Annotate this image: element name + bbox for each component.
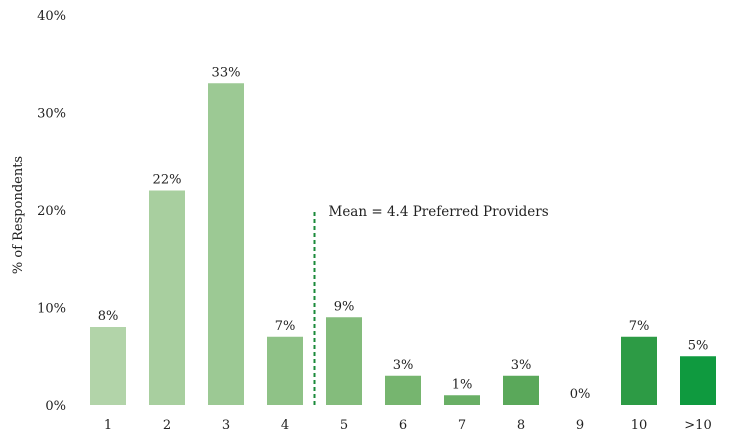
- mean-label: Mean = 4.4 Preferred Providers: [329, 204, 549, 220]
- bar: [326, 317, 362, 405]
- x-tick-label: 3: [222, 418, 230, 433]
- bar-data-label: 7%: [275, 319, 296, 334]
- bar: [621, 336, 657, 405]
- bar-data-label: 33%: [212, 65, 241, 80]
- bar-data-label: 0%: [570, 387, 591, 402]
- mean-annotation: Mean = 4.4 Preferred Providers: [313, 204, 549, 405]
- bar: [208, 83, 244, 405]
- x-tick-label: 9: [576, 418, 584, 433]
- y-axis: 0% 10% 20% 30% 40%: [37, 9, 66, 414]
- bar-data-label: 9%: [334, 299, 355, 314]
- y-tick-label: 10%: [37, 302, 66, 317]
- bar: [385, 375, 421, 405]
- bar: [149, 190, 185, 405]
- x-tick-label: >10: [684, 418, 711, 433]
- bar: [90, 327, 126, 405]
- bar: [680, 356, 716, 405]
- bar: [503, 375, 539, 405]
- bar-data-label: 22%: [153, 173, 182, 188]
- bar-data-label: 3%: [511, 358, 532, 373]
- x-tick-label: 6: [399, 418, 407, 433]
- y-tick-label: 20%: [37, 204, 66, 219]
- y-tick-label: 0%: [45, 399, 66, 414]
- y-axis-title: % of Respondents: [11, 156, 26, 274]
- x-tick-label: 10: [631, 418, 648, 433]
- x-axis: 1 2 3 4 5 6 7 8 9 10 >10: [104, 418, 712, 433]
- y-tick-label: 40%: [37, 9, 66, 24]
- bar-data-label: 5%: [688, 338, 709, 353]
- bar-data-label: 3%: [393, 358, 414, 373]
- bar-data-label: 8%: [98, 309, 119, 324]
- x-tick-label: 4: [281, 418, 289, 433]
- x-tick-label: 7: [458, 418, 466, 433]
- bar: [267, 336, 303, 405]
- x-tick-label: 2: [163, 418, 171, 433]
- x-tick-label: 8: [517, 418, 525, 433]
- data-labels: 8% 22% 33% 7% 9% 3% 1% 3% 0% 7% 5%: [98, 65, 709, 402]
- y-tick-label: 30%: [37, 107, 66, 122]
- bar-data-label: 1%: [452, 377, 473, 392]
- bars: [90, 83, 716, 405]
- x-tick-label: 1: [104, 418, 112, 433]
- bar-data-label: 7%: [629, 319, 650, 334]
- x-tick-label: 5: [340, 418, 348, 433]
- bar: [444, 395, 480, 405]
